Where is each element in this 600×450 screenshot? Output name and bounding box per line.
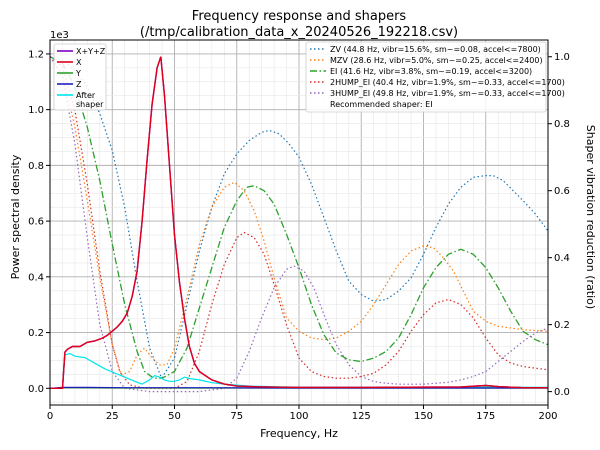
legend-psd-label-3: Z [76, 80, 82, 89]
x-tick-label: 0 [47, 411, 53, 422]
y-right-tick-label: 0.6 [554, 186, 570, 197]
x-tick-label: 25 [106, 411, 119, 422]
shaper-line-3 [50, 56, 548, 389]
y-right-tick-label: 0.2 [554, 320, 570, 331]
x-tick-label: 150 [414, 411, 433, 422]
legend-shapers: ZV (44.8 Hz, vibr=15.6%, sm~=0.08, accel… [305, 41, 565, 113]
x-tick-label: 100 [289, 411, 308, 422]
legend-psd-label-4: shaper [76, 100, 104, 109]
legend-psd-label-4: After [76, 91, 96, 100]
y-multiplier-label: 1e3 [50, 30, 69, 41]
y-right-tick-label: 0.4 [554, 253, 570, 264]
legend-psd-box [53, 43, 107, 111]
psd-line-1 [50, 56, 548, 389]
shaper-line-1 [50, 56, 548, 376]
y-tick-label: 0.8 [28, 161, 44, 172]
shaper-line-2 [50, 56, 548, 379]
y-right-tick-label: 0.0 [554, 387, 570, 398]
axis-ticks: 0 25 50 75 100 125 150 175 200 0.0 0.2 0.4 0.6 0.8 1.0… [28, 49, 570, 422]
x-tick-label: 200 [538, 411, 557, 422]
legend-shaper-label-1: MZV (28.6 Hz, vibr=5.0%, sm~=0.25, accel… [330, 56, 543, 65]
legend-shaper-label-4: 3HUMP_EI (49.8 Hz, vibr=1.9%, sm~=0.33, … [330, 89, 565, 98]
y-axis-label: Power spectral density [9, 154, 22, 279]
legend-recommendation: Recommended shaper: EI [330, 100, 433, 109]
legend-psd-label-1: X [76, 58, 82, 67]
chart-title: Frequency response and shapers [192, 9, 407, 24]
psd-curves [50, 56, 548, 389]
y-axis-right-label: Shaper vibration reduction (ratio) [584, 125, 597, 309]
x-axis-label: Frequency, Hz [260, 427, 338, 440]
legend-psd-label-0: X+Y+Z [76, 47, 106, 56]
x-tick-label: 175 [476, 411, 495, 422]
y-tick-label: 0.2 [28, 328, 44, 339]
y-tick-label: 0.6 [28, 217, 44, 228]
y-tick-label: 1.0 [28, 105, 44, 116]
legend-shapers-box [305, 41, 547, 113]
legend-psd-label-2: Y [75, 69, 81, 78]
y-tick-label: 1.2 [28, 49, 44, 60]
y-right-tick-label: 1.0 [554, 52, 570, 63]
x-tick-label: 125 [352, 411, 371, 422]
shaper-curves [50, 56, 548, 393]
y-tick-label: 0.4 [28, 272, 44, 283]
legend-shaper-label-0: ZV (44.8 Hz, vibr=15.6%, sm~=0.08, accel… [330, 45, 541, 54]
legend-shaper-label-2: EI (41.6 Hz, vibr=3.8%, sm~=0.19, accel<… [330, 67, 532, 76]
y-tick-label: 0.0 [28, 384, 44, 395]
grid-lines [49, 39, 549, 405]
psd-line-3 [50, 386, 548, 389]
x-tick-label: 75 [230, 411, 243, 422]
shaper-line-4 [50, 56, 548, 393]
shaper-line-0 [50, 56, 548, 380]
y-right-tick-label: 0.8 [554, 119, 570, 130]
legend-shaper-label-3: 2HUMP_EI (40.4 Hz, vibr=1.9%, sm~=0.33, … [330, 78, 565, 87]
x-tick-label: 50 [168, 411, 181, 422]
chart-subtitle: (/tmp/calibration_data_x_20240526_192218… [140, 25, 458, 40]
